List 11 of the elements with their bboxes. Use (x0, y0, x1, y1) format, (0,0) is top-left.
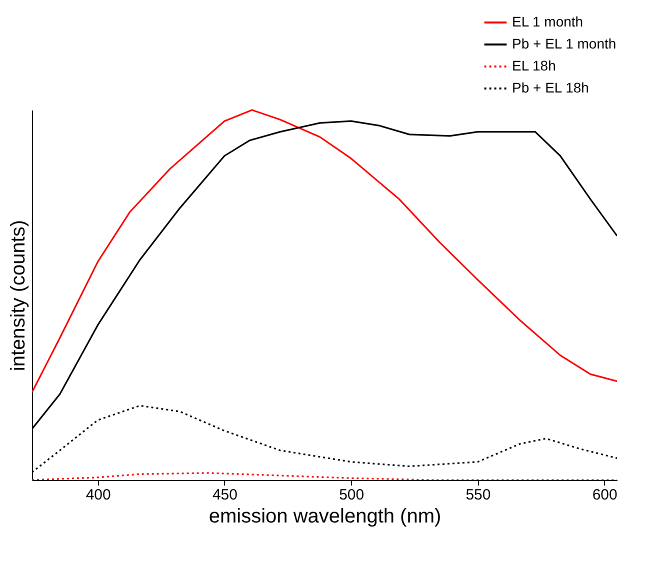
legend-label: Pb + EL 18h (512, 80, 589, 96)
legend-label: EL 18h (512, 58, 556, 74)
x-tick-label: 600 (592, 486, 618, 504)
legend-label: EL 1 month (512, 14, 584, 30)
x-tick-label: 450 (212, 486, 238, 504)
x-axis-title: emission wavelength (nm) (208, 506, 442, 528)
y-axis-title: intensity (counts) (8, 220, 30, 372)
x-tick-label: 500 (339, 486, 364, 504)
x-tick-label: 550 (466, 486, 491, 504)
x-tick-label: 400 (86, 486, 111, 504)
legend-label: Pb + EL 1 month (512, 36, 616, 52)
